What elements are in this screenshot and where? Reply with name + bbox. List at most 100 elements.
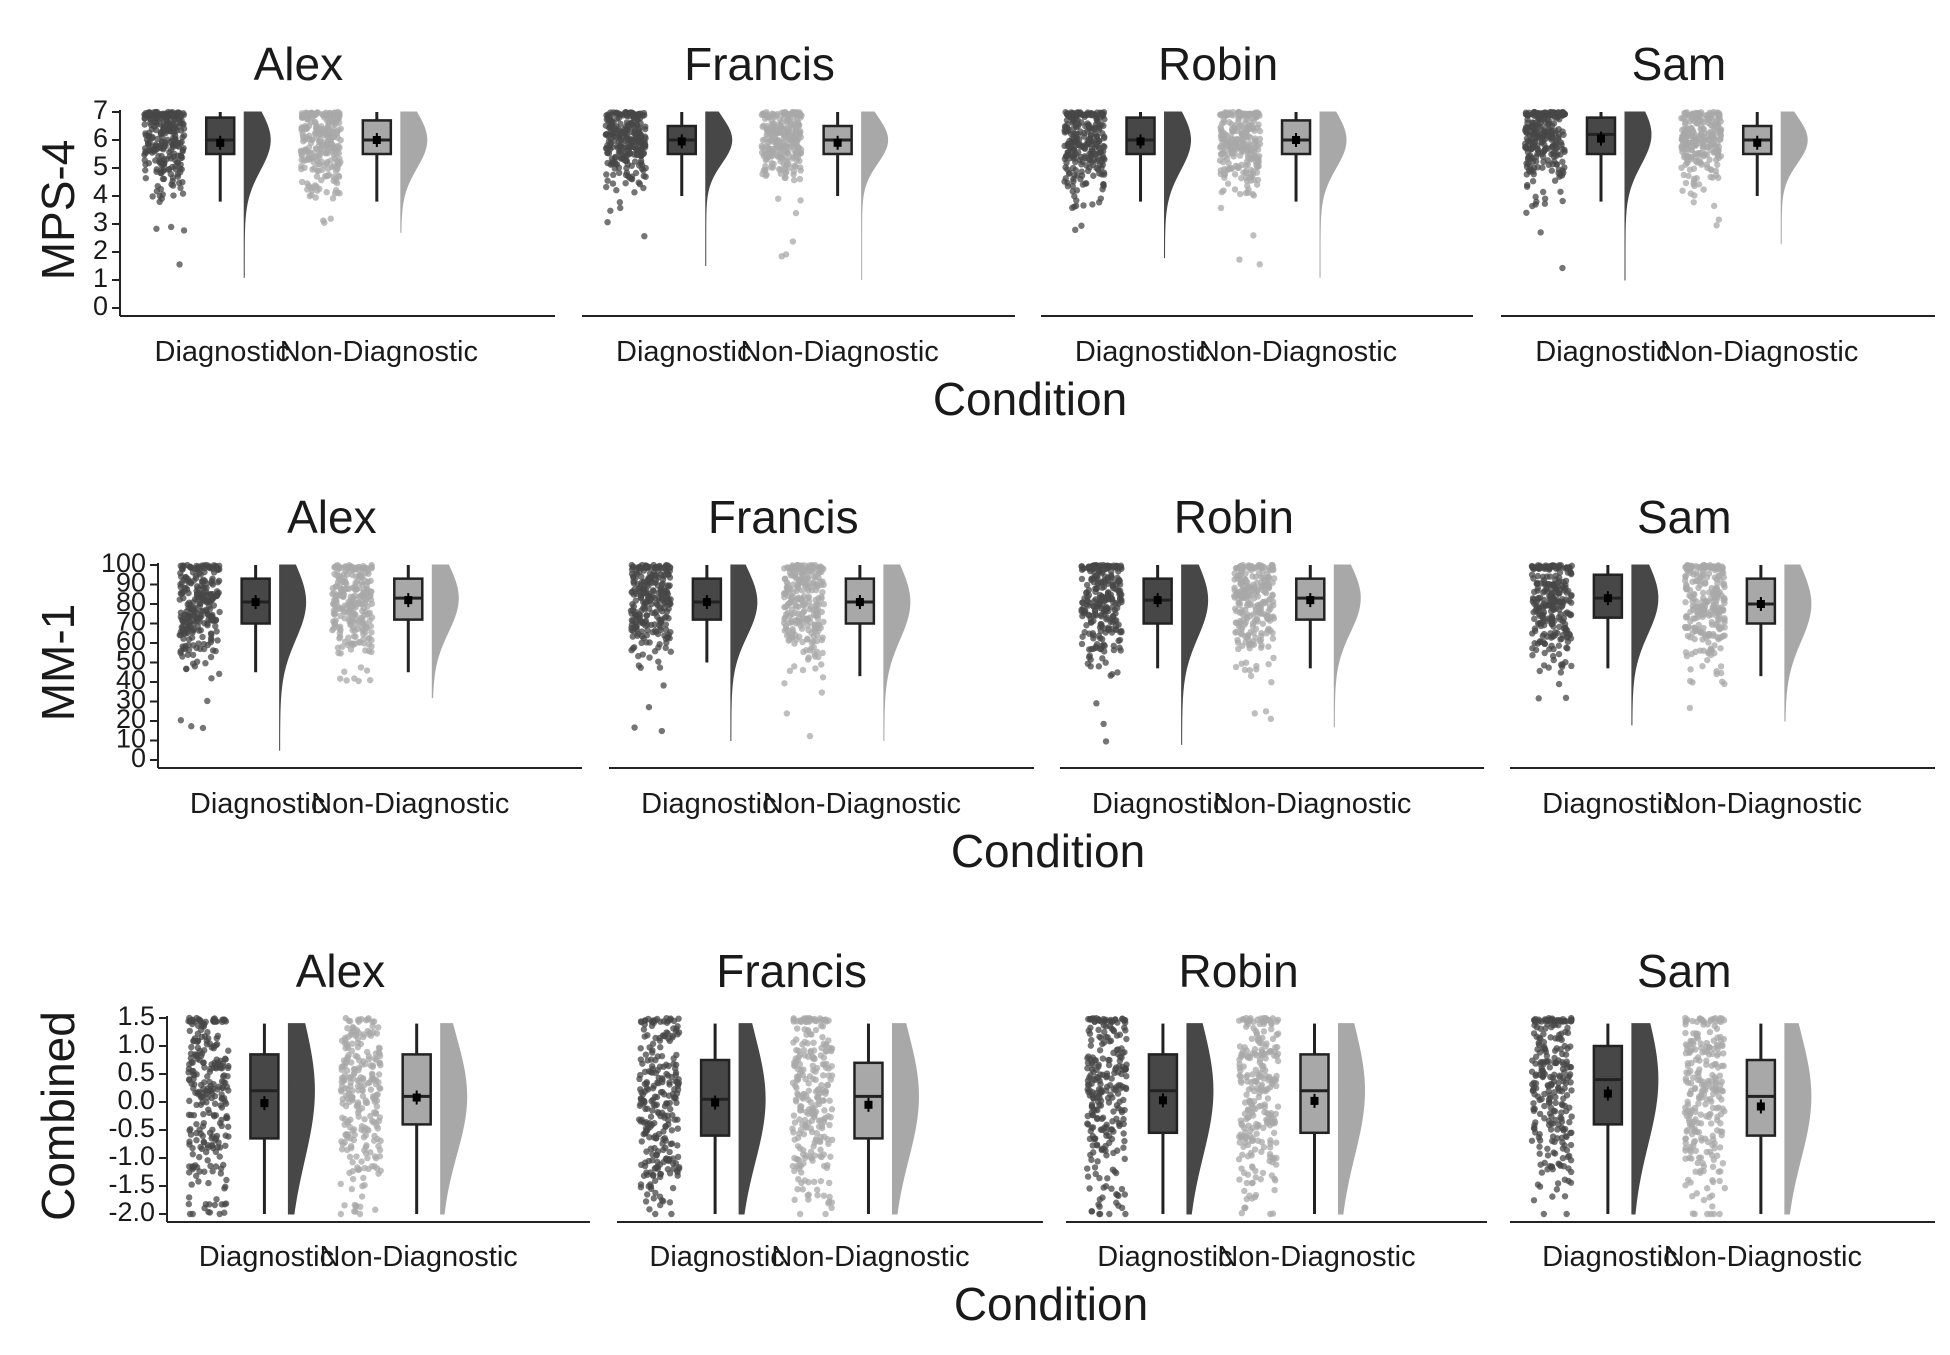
data-point [1066,170,1072,176]
data-point [153,109,159,115]
data-point [1079,613,1085,619]
data-point [304,149,310,155]
data-point [1252,135,1258,141]
data-point [1687,167,1693,173]
data-point [798,167,804,173]
data-point [623,135,629,141]
data-point [1700,153,1706,159]
data-point [190,1151,196,1157]
data-point [1086,612,1092,618]
data-point [338,1181,344,1187]
data-point [1237,110,1243,116]
group-diagnostic: Diagnostic [1078,562,1227,820]
data-point [210,1085,216,1091]
data-point [216,609,222,615]
data-point [1564,634,1570,640]
density-half-violin [706,112,732,266]
data-point [1079,641,1085,647]
group-non-diagnostic: Non-Diagnostic [311,562,509,820]
data-point [201,646,207,652]
data-point [339,1115,345,1121]
data-point [642,142,648,148]
data-point [1072,227,1078,233]
data-point [361,1116,367,1122]
data-point [302,124,308,130]
data-point [357,1083,363,1089]
data-point [1100,113,1106,119]
data-point [1246,174,1252,180]
data-point [353,1153,359,1159]
data-point [1086,587,1092,593]
data-point [195,1178,201,1184]
data-point [1118,647,1124,653]
data-point [190,642,196,648]
data-point [1254,181,1260,187]
data-point [789,593,795,599]
data-point [1710,633,1716,639]
data-point [1524,182,1530,188]
y-tick-label: 5 [93,151,108,181]
data-point [1523,210,1529,216]
data-point [1253,574,1259,580]
data-point [668,649,674,655]
data-point [213,628,219,634]
data-point [216,578,222,584]
data-point [1252,565,1258,571]
data-point [784,710,790,716]
data-point [1098,148,1104,154]
data-point [1254,169,1260,175]
data-point [624,119,630,125]
data-point [212,1202,218,1208]
data-point [335,650,341,656]
data-point [793,620,799,626]
data-point [782,175,788,181]
data-point [347,1075,353,1081]
data-point [1237,191,1243,197]
y-tick-label: 4 [93,179,108,209]
data-point [312,118,318,124]
data-point [342,564,348,570]
data-point [360,1175,366,1181]
data-point [1563,578,1569,584]
data-point [1524,171,1530,177]
data-point [376,1049,382,1055]
data-point [1070,152,1076,158]
data-point [637,1045,643,1051]
data-point [1098,195,1104,201]
data-point [646,654,652,660]
data-point [1219,139,1225,145]
data-point [603,122,609,128]
data-point [1094,133,1100,139]
data-point [370,1119,376,1125]
data-point [648,622,654,628]
data-point [1681,172,1687,178]
data-point [1101,648,1107,654]
data-point [1235,592,1241,598]
group-diagnostic: Diagnostic [1529,562,1678,820]
data-point [1691,199,1697,205]
data-point [1539,613,1545,619]
data-point [1684,566,1690,572]
data-point [218,1117,224,1123]
data-point [376,1085,382,1091]
data-point [341,669,347,675]
data-point [1233,664,1239,670]
data-point [820,674,826,680]
data-point [1691,176,1697,182]
data-point [1243,190,1249,196]
data-point [207,1163,213,1169]
x-tick-label: Diagnostic [1092,788,1227,820]
data-point [351,675,357,681]
data-point [1547,573,1553,579]
data-point [660,682,666,688]
data-point [1537,229,1543,235]
data-point [375,1143,381,1149]
data-point [354,1054,360,1060]
data-point [185,577,191,583]
data-point [324,117,330,123]
data-point [223,1200,229,1206]
data-point [1064,180,1070,186]
data-point [1270,635,1276,641]
data-point [373,1155,379,1161]
